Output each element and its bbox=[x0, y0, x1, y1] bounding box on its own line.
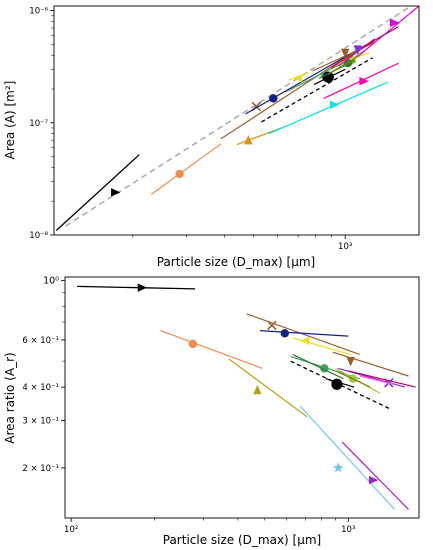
top-series-marker-8 bbox=[292, 73, 303, 83]
top-series-line-13 bbox=[330, 40, 375, 69]
bottom-series-marker-6 bbox=[280, 329, 289, 338]
bottom-series-marker-7 bbox=[300, 336, 310, 346]
top-chart-y-axis-label: Area (A) [m²] bbox=[3, 81, 17, 160]
bottom-series-marker-1 bbox=[188, 339, 198, 349]
bottom-x-tick-label-0: 10² bbox=[64, 525, 78, 535]
bottom-series-line-8 bbox=[332, 351, 409, 377]
bottom-chart-x-axis-label: Particle size (D_max) [μm] bbox=[163, 533, 321, 547]
top-series-line-19 bbox=[357, 6, 419, 57]
top-series-line-6 bbox=[220, 48, 359, 140]
bottom-series-marker-0 bbox=[137, 283, 148, 292]
bottom-series-marker-5 bbox=[267, 320, 277, 331]
top-series-marker-19 bbox=[389, 18, 400, 27]
top-series-marker-5 bbox=[359, 76, 369, 86]
bottom-series-marker-13 bbox=[331, 378, 343, 390]
top-chart: 10³ 10⁻⁸ 10⁻⁷ 10⁻⁶ Particle size (D_max) [μ… bbox=[3, 5, 420, 269]
bottom-series-line-12 bbox=[290, 360, 392, 411]
bottom-series-marker-3 bbox=[333, 462, 344, 473]
bottom-series-line-17 bbox=[359, 375, 394, 385]
bottom-chart-plot-area bbox=[76, 283, 416, 510]
bottom-series-marker-8 bbox=[346, 356, 355, 367]
bottom-y-tick-label-1: 6 × 10⁻¹ bbox=[22, 336, 59, 346]
bottom-series-line-2 bbox=[228, 358, 308, 418]
top-chart-x-axis-label: Particle size (D_max) [μm] bbox=[157, 255, 315, 269]
bottom-series-line-4 bbox=[341, 441, 409, 510]
bottom-series-line-16 bbox=[348, 370, 416, 388]
top-series-marker-9 bbox=[340, 48, 350, 59]
top-chart-frame bbox=[53, 5, 420, 236]
top-series-line-0 bbox=[65, 6, 412, 227]
top-y-tick-label-0: 10⁻⁸ bbox=[29, 231, 48, 241]
top-y-tick-label-2: 10⁻⁶ bbox=[29, 7, 48, 17]
top-chart-plot-area bbox=[55, 6, 419, 231]
top-series-line-20 bbox=[363, 26, 399, 47]
bottom-chart: 10² 10³ 10⁰ 6 × 10⁻¹ 4 × 10⁻¹ 3 × 10⁻¹ 2 × 10⁻… bbox=[3, 275, 420, 547]
top-series-line-17 bbox=[327, 55, 359, 75]
bottom-chart-ticks: 10² 10³ 10⁰ 6 × 10⁻¹ 4 × 10⁻¹ 3 × 10⁻¹ 2 × 10⁻… bbox=[22, 275, 355, 535]
bottom-chart-frame bbox=[64, 276, 420, 519]
bottom-series-line-1 bbox=[160, 330, 263, 369]
top-series-marker-3 bbox=[244, 134, 253, 145]
top-series-line-4 bbox=[268, 81, 388, 135]
top-series-line-14 bbox=[261, 57, 373, 123]
bottom-series-line-5 bbox=[246, 313, 360, 355]
bottom-series-line-14 bbox=[335, 370, 371, 388]
top-y-tick-label-1: 10⁻⁷ bbox=[29, 119, 48, 129]
top-series-marker-4 bbox=[329, 100, 340, 109]
bottom-series-marker-4 bbox=[368, 475, 379, 485]
top-series-marker-7 bbox=[269, 94, 278, 103]
bottom-series-line-3 bbox=[299, 405, 396, 510]
bottom-series-marker-2 bbox=[253, 384, 262, 395]
top-series-line-2 bbox=[150, 143, 222, 195]
top-series-line-1 bbox=[55, 154, 140, 231]
bottom-chart-y-axis-label: Area ratio (A_r) bbox=[3, 352, 17, 443]
bottom-y-tick-label-2: 4 × 10⁻¹ bbox=[22, 383, 59, 393]
bottom-y-tick-label-3: 3 × 10⁻¹ bbox=[22, 417, 59, 427]
top-series-marker-1 bbox=[111, 188, 121, 197]
top-series-line-7 bbox=[245, 45, 364, 115]
bottom-series-line-6 bbox=[259, 330, 349, 337]
bottom-x-tick-label-1: 10³ bbox=[341, 525, 355, 535]
bottom-series-line-11 bbox=[292, 353, 344, 380]
top-series-marker-18 bbox=[353, 45, 362, 55]
bottom-y-tick-label-4: 2 × 10⁻¹ bbox=[22, 464, 59, 474]
bottom-series-line-0 bbox=[76, 285, 196, 290]
top-chart-ticks: 10³ 10⁻⁸ 10⁻⁷ 10⁻⁶ bbox=[29, 7, 352, 252]
top-series-marker-2 bbox=[175, 169, 184, 179]
top-x-tick-label-0: 10³ bbox=[338, 242, 352, 252]
bottom-y-tick-label-0: 10⁰ bbox=[43, 275, 59, 286]
